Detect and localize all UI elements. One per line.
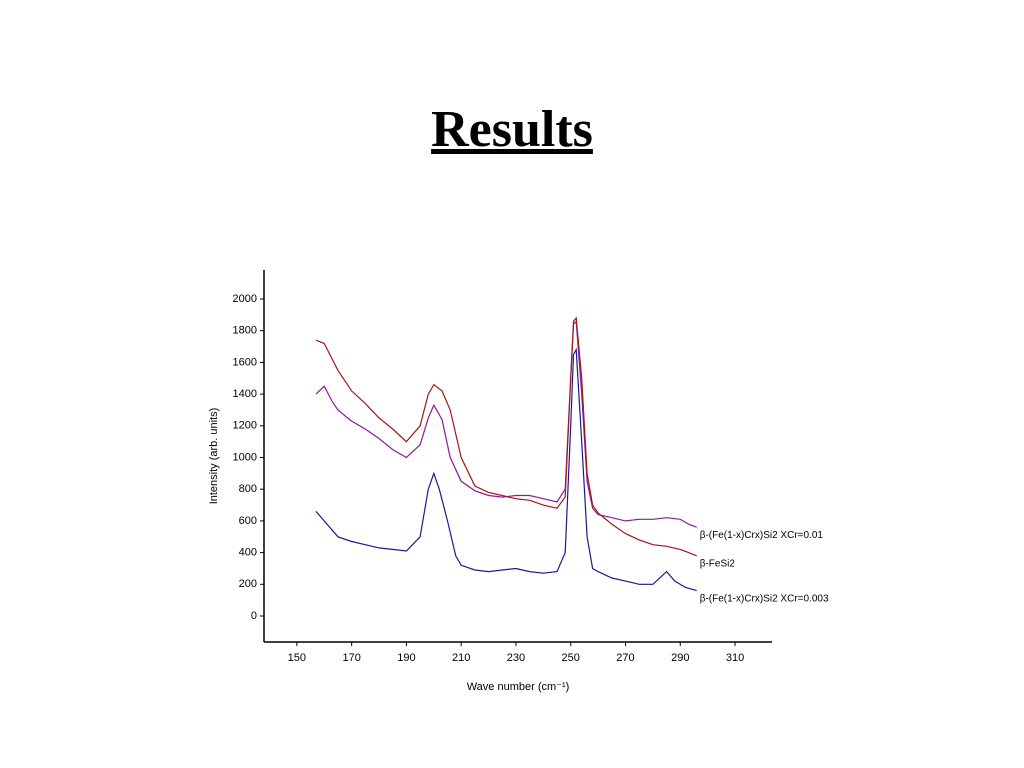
x-tick-label: 150 (288, 652, 306, 664)
x-tick-label: 190 (397, 652, 415, 664)
series-label: β-FeSi2 (700, 558, 736, 569)
x-tick-label: 290 (671, 652, 689, 664)
x-tick-label: 250 (562, 652, 580, 664)
series-label: β-(Fe(1-x)Crx)Si2 XCr=0.01 (700, 530, 824, 541)
data-line (315, 316, 697, 557)
data-line (315, 347, 697, 592)
y-tick-label: 800 (239, 483, 257, 495)
x-tick-label: 170 (342, 652, 360, 664)
y-tick-label: 1400 (233, 388, 257, 400)
x-axis-label: Wave number (cm⁻¹) (467, 681, 570, 693)
series-label: β-(Fe(1-x)Crx)Si2 XCr=0.003 (700, 593, 829, 604)
y-axis-label: Intensity (arb. units) (208, 408, 220, 505)
y-tick-label: 1600 (233, 356, 257, 368)
y-tick-label: 400 (239, 547, 257, 559)
y-tick-label: 600 (239, 515, 257, 527)
slide-title: Results (431, 101, 593, 158)
x-tick-label: 230 (507, 652, 525, 664)
y-tick-label: 1000 (233, 451, 257, 463)
x-tick-label: 310 (726, 652, 744, 664)
y-tick-label: 1200 (233, 420, 257, 432)
data-line (315, 319, 697, 528)
x-tick-label: 270 (616, 652, 634, 664)
y-tick-label: 2000 (233, 293, 257, 305)
x-tick-label: 210 (452, 652, 470, 664)
y-tick-label: 1800 (233, 325, 257, 337)
y-tick-label: 200 (239, 578, 257, 590)
y-tick-label: 0 (251, 610, 257, 622)
